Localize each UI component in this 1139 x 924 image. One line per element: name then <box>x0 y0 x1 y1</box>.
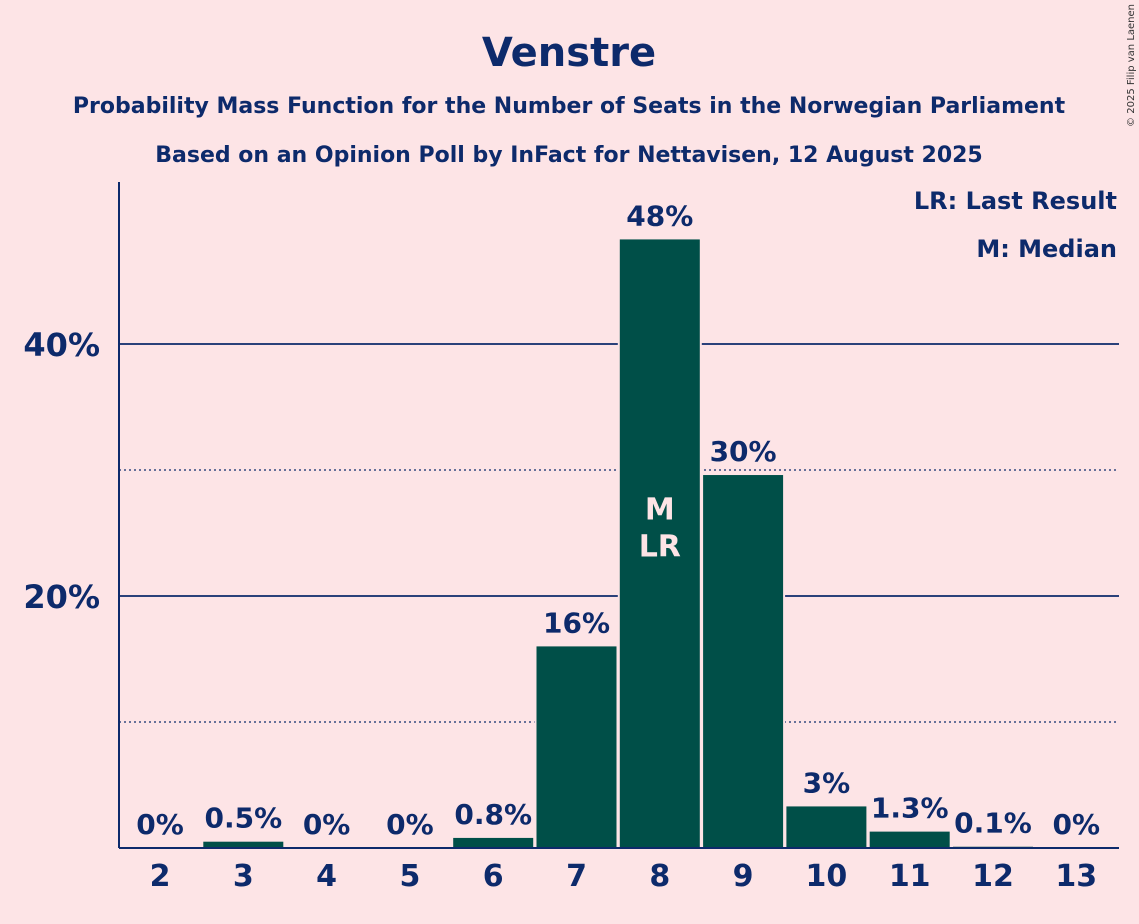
bar <box>203 841 284 848</box>
data-labels: 0% 0.5% 0% 0% 0.8% 16% 48% 30% 3% 1.3% 0.1% 0% MLR <box>136 199 1100 841</box>
data-label: 0% <box>303 808 351 841</box>
y-tick-label: 20% <box>23 578 100 616</box>
x-tick-label: 7 <box>566 859 587 894</box>
data-label: 48% <box>626 199 693 232</box>
data-label: 16% <box>543 606 610 639</box>
copyright-notice: © 2025 Filip van Laenen <box>1126 4 1137 127</box>
data-label: 0.1% <box>954 807 1032 840</box>
x-tick-label: 13 <box>1055 859 1097 894</box>
chart-title: Venstre <box>482 30 656 76</box>
data-label: 0% <box>386 808 434 841</box>
x-tick-label: 6 <box>483 859 504 894</box>
data-label: 1.3% <box>871 792 949 825</box>
x-tick-label: 12 <box>972 859 1014 894</box>
data-label: 3% <box>803 766 851 799</box>
x-tick-label: 2 <box>150 859 171 894</box>
data-label: 0% <box>136 808 184 841</box>
x-tick-label: 4 <box>316 859 337 894</box>
chart-subtitle-line-2: Based on an Opinion Poll by InFact for N… <box>155 143 983 168</box>
bar <box>619 239 700 849</box>
bar <box>786 806 867 848</box>
data-label: 0.8% <box>454 798 532 831</box>
bar <box>703 475 784 848</box>
legend-median: M: Median <box>976 235 1117 263</box>
data-label: 0.5% <box>204 802 282 835</box>
bar <box>536 646 617 848</box>
chart-subtitle-line-1: Probability Mass Function for the Number… <box>73 94 1066 119</box>
x-tick-label: 3 <box>233 859 254 894</box>
axes: 20% 40% 2 3 4 5 6 7 8 9 10 11 12 13 <box>23 182 1119 894</box>
x-tick-label: 10 <box>806 859 848 894</box>
legend-last-result: LR: Last Result <box>914 187 1117 215</box>
x-tick-label: 11 <box>889 859 931 894</box>
bar-annotation: M <box>645 493 675 528</box>
bar-halo <box>951 844 1035 848</box>
bar <box>869 831 950 848</box>
x-tick-label: 8 <box>649 859 670 894</box>
x-tick-label: 9 <box>733 859 754 894</box>
data-label: 0% <box>1053 808 1101 841</box>
x-tick-label: 5 <box>399 859 420 894</box>
y-tick-label: 40% <box>23 326 100 364</box>
bar-annotation: LR <box>639 530 681 565</box>
data-label: 30% <box>710 435 777 468</box>
bars <box>201 237 1035 849</box>
bar <box>453 837 534 848</box>
